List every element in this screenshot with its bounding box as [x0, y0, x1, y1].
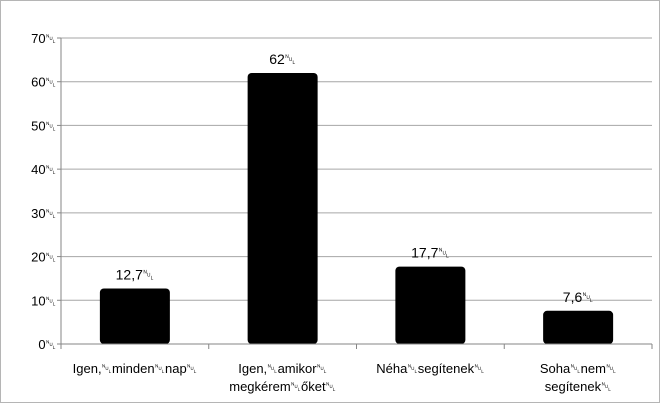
y-tick-label: 10␀: [31, 293, 56, 308]
data-labels: 12,7␀ 62␀ 17,7␀ 7,6␀: [116, 51, 594, 305]
y-tick-label: 70␀: [31, 31, 56, 46]
data-label: 62␀: [269, 51, 296, 67]
y-tick-label: 20␀: [31, 250, 56, 265]
axes: [57, 37, 653, 349]
grid-lines: [61, 37, 652, 301]
data-label: 12,7␀: [116, 266, 154, 282]
y-tick-label: 60␀: [31, 75, 56, 90]
bar: [247, 72, 318, 344]
x-tick-label: Néha␀segítenek␀: [376, 361, 484, 376]
bar: [543, 310, 614, 344]
x-tick-label: Soha␀nem␀ segítenek␀: [540, 361, 616, 394]
x-tick-label: Igen,␀minden␀nap␀: [73, 361, 197, 376]
data-label: 7,6␀: [563, 289, 594, 305]
y-tick-label: 40␀: [31, 162, 56, 177]
bar: [99, 288, 170, 344]
x-axis-tick-labels: Igen,␀minden␀nap␀ Igen,␀amikor␀ megkérem␀ő…: [73, 361, 617, 394]
bar: [395, 266, 466, 344]
y-axis-tick-labels: 0␀ 10␀ 20␀ 30␀ 40␀ 50␀ 60␀ 70␀: [31, 31, 56, 352]
y-tick-label: 0␀: [38, 337, 56, 352]
y-tick-label: 50␀: [31, 118, 56, 133]
data-label: 17,7␀: [411, 245, 449, 261]
x-tick-label: Igen,␀amikor␀ megkérem␀őket␀: [229, 361, 336, 394]
y-tick-label: 30␀: [31, 206, 56, 221]
bars: [99, 72, 614, 344]
